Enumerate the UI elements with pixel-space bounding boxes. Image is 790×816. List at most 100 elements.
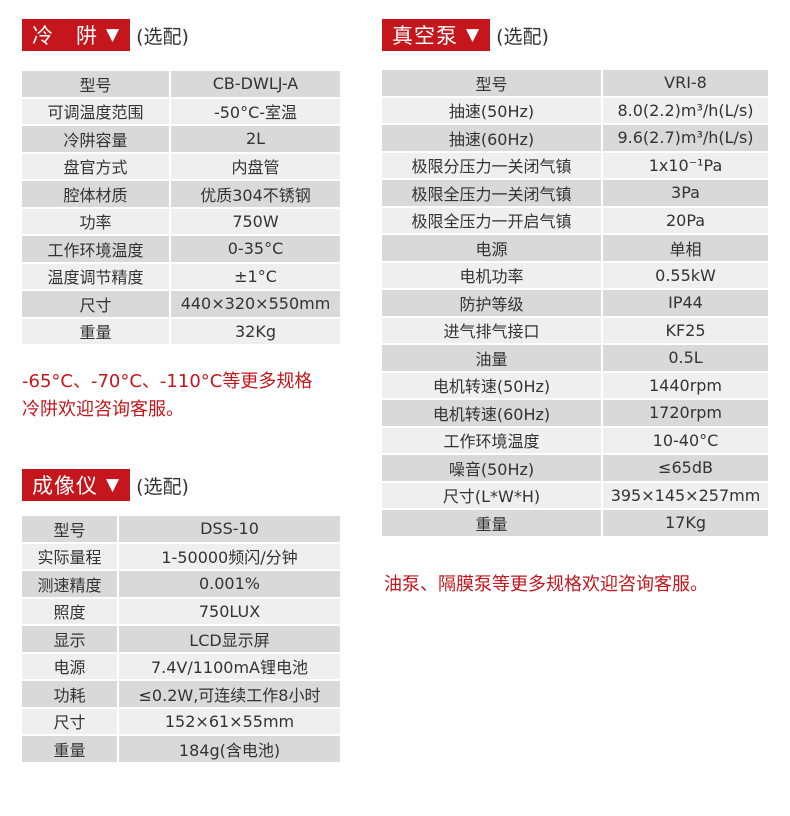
spec-row: 盘官方式 内盘管: [20, 151, 342, 181]
spec-row: 电机转速(60Hz) 1720rpm: [380, 398, 770, 428]
spec-value: 32Kg: [169, 316, 342, 346]
note-line: 油泵、隔膜泵等更多规格欢迎咨询客服。: [384, 574, 708, 595]
spec-row: 冷阱容量 2L: [20, 124, 342, 154]
spec-row: 工作环境温度 0-35°C: [20, 234, 342, 264]
spec-row: 重量 184g(含电池): [20, 734, 342, 764]
spec-label: 型号: [380, 68, 603, 98]
optional-label: (选配): [136, 25, 189, 48]
dropdown-arrow-icon: ▼: [106, 25, 121, 45]
spec-row: 重量 32Kg: [20, 316, 342, 346]
spec-value: 184g(含电池): [117, 734, 342, 764]
vacuum-pump-spec-table: 型号 VRI-8 抽速(50Hz) 8.0(2.2)m³/h(L/s) 抽速(60Hz)…: [380, 68, 770, 538]
section-title: 冷 阱: [32, 24, 98, 48]
spec-value: 1-50000频闪/分钟: [117, 541, 342, 571]
cold-trap-header: 冷 阱 ▼ (选配): [22, 19, 189, 51]
spec-label: 电源: [380, 233, 603, 263]
cold-trap-note: -65°C、-70°C、-110°C等更多规格 冷阱欢迎咨询客服。: [22, 368, 312, 424]
spec-value: 750W: [169, 206, 342, 236]
spec-row: 功耗 ≤0.2W,可连续工作8小时: [20, 679, 342, 709]
spec-value: 1440rpm: [601, 370, 770, 400]
note-line: -65°C、-70°C、-110°C等更多规格: [22, 371, 313, 392]
vacuum-pump-header: 真空泵 ▼ (选配): [382, 19, 549, 51]
imager-spec-table: 型号 DSS-10 实际量程 1-50000频闪/分钟 测速精度 0.001% 照度 750L…: [20, 514, 342, 764]
spec-label: 测速精度: [20, 569, 119, 599]
spec-value: ≤65dB: [601, 453, 770, 483]
spec-row: 尺寸(L*W*H) 395×145×257mm: [380, 480, 770, 510]
spec-value: 10-40°C: [601, 425, 770, 455]
optional-label: (选配): [496, 25, 549, 48]
spec-value: KF25: [601, 315, 770, 345]
section-title: 成像仪: [32, 474, 98, 498]
optional-label: (选配): [136, 475, 189, 498]
spec-row: 重量 17Kg: [380, 508, 770, 538]
spec-value: IP44: [601, 288, 770, 318]
spec-row: 噪音(50Hz) ≤65dB: [380, 453, 770, 483]
spec-value: 7.4V/1100mA锂电池: [117, 651, 342, 681]
dropdown-arrow-icon: ▼: [106, 475, 121, 495]
imager-title-tag[interactable]: 成像仪 ▼: [22, 469, 131, 501]
spec-value: 8.0(2.2)m³/h(L/s): [601, 95, 770, 125]
spec-label: 腔体材质: [20, 179, 171, 209]
spec-value: 0.001%: [117, 569, 342, 599]
spec-row: 电机功率 0.55kW: [380, 260, 770, 290]
spec-label: 尺寸: [20, 706, 119, 736]
cold-trap-spec-table: 型号 CB-DWLJ-A 可调温度范围 -50°C-室温 冷阱容量 2L 盘官方式 内盘管 腔体…: [20, 69, 342, 346]
spec-label: 电机转速(50Hz): [380, 370, 603, 400]
spec-label: 尺寸: [20, 289, 171, 319]
spec-label: 进气排气接口: [380, 315, 603, 345]
spec-row: 极限全压力一关闭气镇 3Pa: [380, 178, 770, 208]
spec-label: 实际量程: [20, 541, 119, 571]
spec-row: 电源 7.4V/1100mA锂电池: [20, 651, 342, 681]
spec-value: 0.55kW: [601, 260, 770, 290]
spec-label: 防护等级: [380, 288, 603, 318]
spec-label: 极限分压力一关闭气镇: [380, 150, 603, 180]
spec-row: 进气排气接口 KF25: [380, 315, 770, 345]
spec-value: VRI-8: [601, 68, 770, 98]
spec-label: 重量: [20, 734, 119, 764]
spec-value: 20Pa: [601, 205, 770, 235]
spec-row: 型号 VRI-8: [380, 68, 770, 98]
spec-label: 油量: [380, 343, 603, 373]
spec-label: 重量: [380, 508, 603, 538]
spec-label: 电机转速(60Hz): [380, 398, 603, 428]
spec-label: 电机功率: [380, 260, 603, 290]
spec-value: 1x10⁻¹Pa: [601, 150, 770, 180]
spec-value: 152×61×55mm: [117, 706, 342, 736]
spec-label: 极限全压力一关闭气镇: [380, 178, 603, 208]
spec-label: 型号: [20, 514, 119, 544]
vacuum-pump-title-tag[interactable]: 真空泵 ▼: [382, 19, 491, 51]
spec-label: 功率: [20, 206, 171, 236]
spec-label: 工作环境温度: [20, 234, 171, 264]
spec-value: 750LUX: [117, 596, 342, 626]
cold-trap-title-tag[interactable]: 冷 阱 ▼: [22, 19, 131, 51]
spec-row: 尺寸 152×61×55mm: [20, 706, 342, 736]
spec-row: 工作环境温度 10-40°C: [380, 425, 770, 455]
spec-row: 显示 LCD显示屏: [20, 624, 342, 654]
spec-row: 照度 750LUX: [20, 596, 342, 626]
spec-row: 可调温度范围 -50°C-室温: [20, 96, 342, 126]
spec-value: 0-35°C: [169, 234, 342, 264]
spec-label: 工作环境温度: [380, 425, 603, 455]
spec-row: 油量 0.5L: [380, 343, 770, 373]
spec-value: 3Pa: [601, 178, 770, 208]
spec-row: 型号 DSS-10: [20, 514, 342, 544]
spec-value: 9.6(2.7)m³/h(L/s): [601, 123, 770, 153]
spec-value: 单相: [601, 233, 770, 263]
spec-value: 0.5L: [601, 343, 770, 373]
spec-label: 照度: [20, 596, 119, 626]
spec-label: 电源: [20, 651, 119, 681]
spec-label: 温度调节精度: [20, 261, 171, 291]
vacuum-pump-note: 油泵、隔膜泵等更多规格欢迎咨询客服。: [384, 571, 708, 599]
spec-value: ≤0.2W,可连续工作8小时: [117, 679, 342, 709]
spec-row: 功率 750W: [20, 206, 342, 236]
spec-label: 型号: [20, 69, 171, 99]
spec-row: 极限分压力一关闭气镇 1x10⁻¹Pa: [380, 150, 770, 180]
spec-label: 可调温度范围: [20, 96, 171, 126]
spec-label: 功耗: [20, 679, 119, 709]
spec-row: 测速精度 0.001%: [20, 569, 342, 599]
dropdown-arrow-icon: ▼: [466, 25, 481, 45]
spec-label: 显示: [20, 624, 119, 654]
spec-label: 噪音(50Hz): [380, 453, 603, 483]
section-title: 真空泵: [392, 24, 458, 48]
spec-value: 17Kg: [601, 508, 770, 538]
